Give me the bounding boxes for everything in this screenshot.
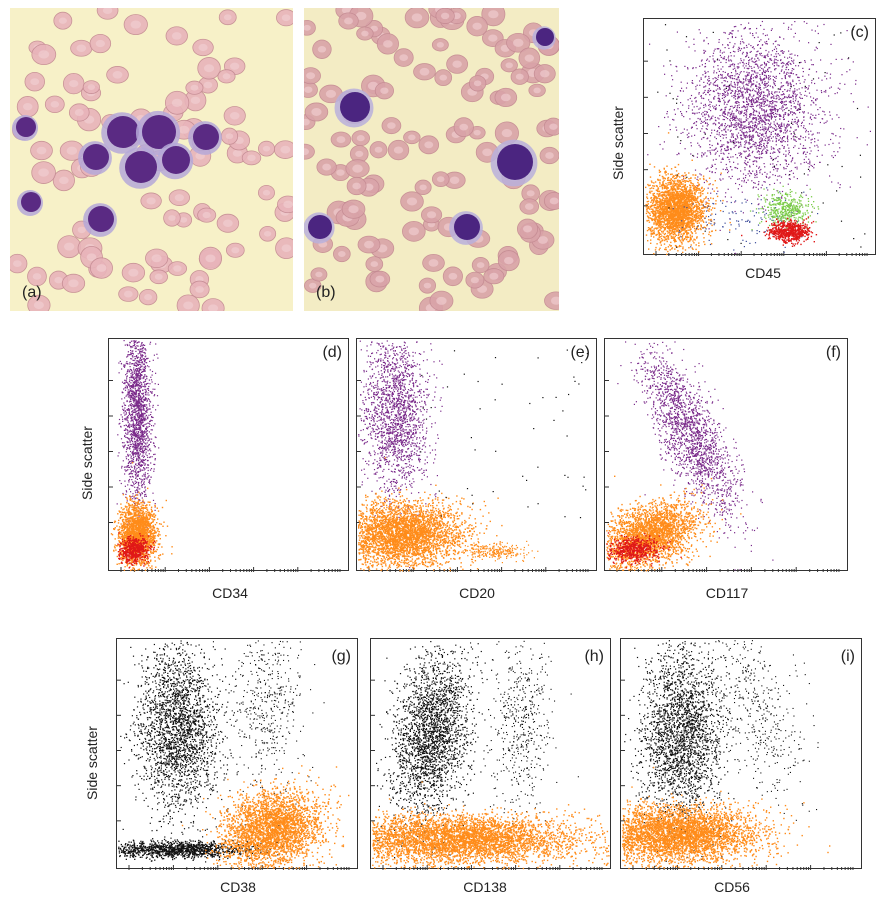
xlabel-h: CD138 [405,879,565,895]
plot-panel-e: (e) [356,338,597,572]
scatter-dots-e [357,340,589,572]
ylabel-c: Side scatter [610,106,626,180]
panel-tag-c: (c) [850,25,869,41]
panel-tag-h: (h) [584,649,604,665]
micrograph-b-image [304,8,559,311]
micrograph-a-tag: (a) [22,284,42,302]
plot-panel-f: (f) [604,338,848,572]
xlabel-e: CD20 [397,585,557,601]
micrograph-a: (a) [10,8,293,311]
scatter-dots-c [644,20,871,256]
xlabel-f: CD117 [647,585,807,601]
scatter-dots-d [109,340,341,572]
scatter-dots-f [605,341,840,572]
panel-tag-f: (f) [826,345,841,361]
plot-panel-i: (i) [620,638,862,870]
ylabel-g: Side scatter [84,726,100,800]
scatter-dots-i [621,640,854,870]
scatter-dots-h [371,640,610,870]
plot-panel-d: (d) [108,338,349,572]
plot-panel-g: (g) [116,638,358,870]
ylabel-d: Side scatter [79,426,95,500]
xlabel-d: CD34 [150,585,310,601]
xlabel-i: CD56 [652,879,812,895]
panel-tag-d: (d) [322,345,342,361]
panel-tag-i: (i) [841,649,855,665]
plot-panel-c: (c) [643,18,876,256]
micrograph-b: (b) [304,8,559,311]
panel-tag-g: (g) [331,649,351,665]
scatter-dots-g [117,640,350,870]
panel-tag-e: (e) [570,345,590,361]
xlabel-c: CD45 [683,265,843,281]
micrograph-a-image [10,8,293,311]
xlabel-g: CD38 [158,879,318,895]
micrograph-b-tag: (b) [316,284,336,302]
plot-panel-h: (h) [370,638,611,870]
